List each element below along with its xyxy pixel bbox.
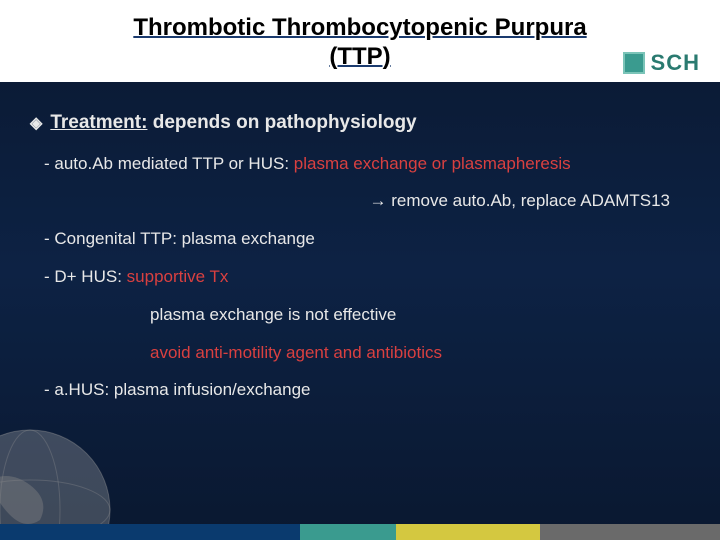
slide-title: Thrombotic Thrombocytopenic Purpura (TTP… <box>20 14 700 72</box>
l4-pre: - D+ HUS: <box>44 267 127 286</box>
footer-color-bar <box>0 524 720 540</box>
logo-text: SCH <box>651 50 700 76</box>
heading-underlined: Treatment: <box>50 112 147 133</box>
heading-text: Treatment: depends on pathophysiology <box>50 112 416 134</box>
heading-rest: depends on pathophysiology <box>147 112 416 133</box>
title-line-1: Thrombotic Thrombocytopenic Purpura <box>133 14 586 41</box>
footer-seg-gray <box>540 524 720 540</box>
bullet-line-3: - Congenital TTP: plasma exchange <box>30 227 690 251</box>
logo-box-icon <box>623 52 645 74</box>
globe-icon <box>0 420 120 540</box>
footer-seg-yellow <box>396 524 540 540</box>
header-area: Thrombotic Thrombocytopenic Purpura (TTP… <box>0 0 720 82</box>
diamond-bullet-icon: ◈ <box>30 113 42 133</box>
bullet-line-6: avoid anti-motility agent and antibiotic… <box>30 341 690 365</box>
section-heading: ◈ Treatment: depends on pathophysiology <box>30 112 690 134</box>
bullet-line-2: → remove auto.Ab, replace ADAMTS13 <box>30 189 690 213</box>
l1-pre: - auto.Ab mediated TTP or HUS: <box>44 154 294 173</box>
l4-red: supportive Tx <box>127 267 229 286</box>
logo: SCH <box>623 50 700 76</box>
content-area: ◈ Treatment: depends on pathophysiology … <box>0 82 720 403</box>
title-line-2: (TTP) <box>329 43 390 70</box>
bullet-line-5: plasma exchange is not effective <box>30 303 690 327</box>
footer-seg-blue <box>0 524 300 540</box>
footer-seg-teal <box>300 524 396 540</box>
arrow-icon: → <box>370 191 387 210</box>
l1-red: plasma exchange or plasmapheresis <box>294 154 571 173</box>
l2-rest: remove auto.Ab, replace ADAMTS13 <box>387 191 670 210</box>
bullet-line-1: - auto.Ab mediated TTP or HUS: plasma ex… <box>30 152 690 176</box>
bullet-line-4: - D+ HUS: supportive Tx <box>30 265 690 289</box>
bullet-line-7: - a.HUS: plasma infusion/exchange <box>30 378 690 402</box>
